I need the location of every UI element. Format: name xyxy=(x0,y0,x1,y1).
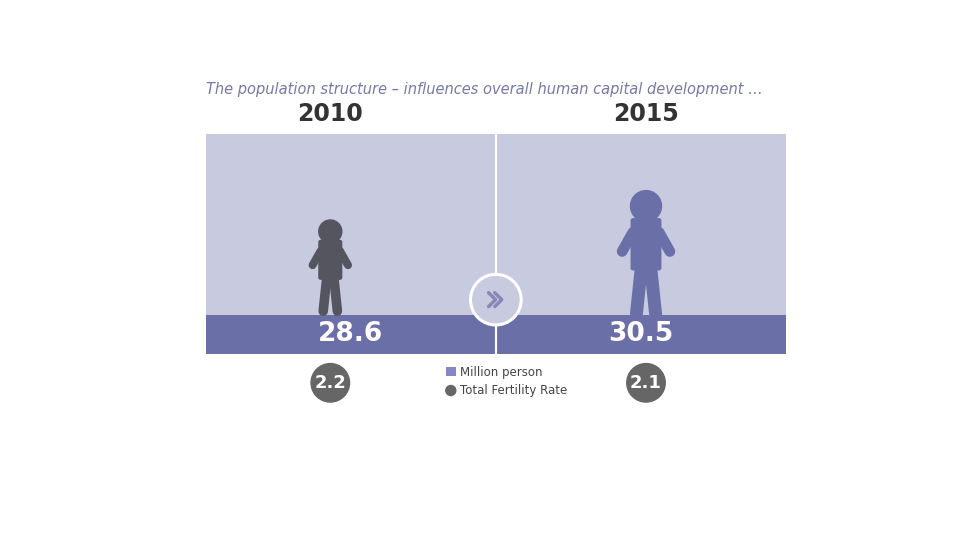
Text: 2010: 2010 xyxy=(298,103,363,126)
Circle shape xyxy=(627,363,665,402)
Circle shape xyxy=(472,276,519,323)
Circle shape xyxy=(469,273,522,326)
Text: The population structure – influences overall human capital development …: The population structure – influences ov… xyxy=(205,82,762,97)
Text: 2.1: 2.1 xyxy=(630,374,662,392)
FancyBboxPatch shape xyxy=(631,218,661,271)
Text: Million person: Million person xyxy=(460,366,542,379)
Circle shape xyxy=(319,220,342,243)
Text: 28.6: 28.6 xyxy=(318,321,383,347)
Text: 30.5: 30.5 xyxy=(609,321,674,347)
Text: 2015: 2015 xyxy=(613,103,679,126)
Circle shape xyxy=(631,191,661,221)
Circle shape xyxy=(445,386,456,395)
Text: Total Fertility Rate: Total Fertility Rate xyxy=(460,384,567,397)
Bar xyxy=(445,367,456,376)
Circle shape xyxy=(311,363,349,402)
FancyBboxPatch shape xyxy=(319,240,343,280)
Bar xyxy=(205,315,495,354)
Bar xyxy=(496,315,786,354)
Bar xyxy=(205,134,786,354)
Text: 2.2: 2.2 xyxy=(314,374,347,392)
